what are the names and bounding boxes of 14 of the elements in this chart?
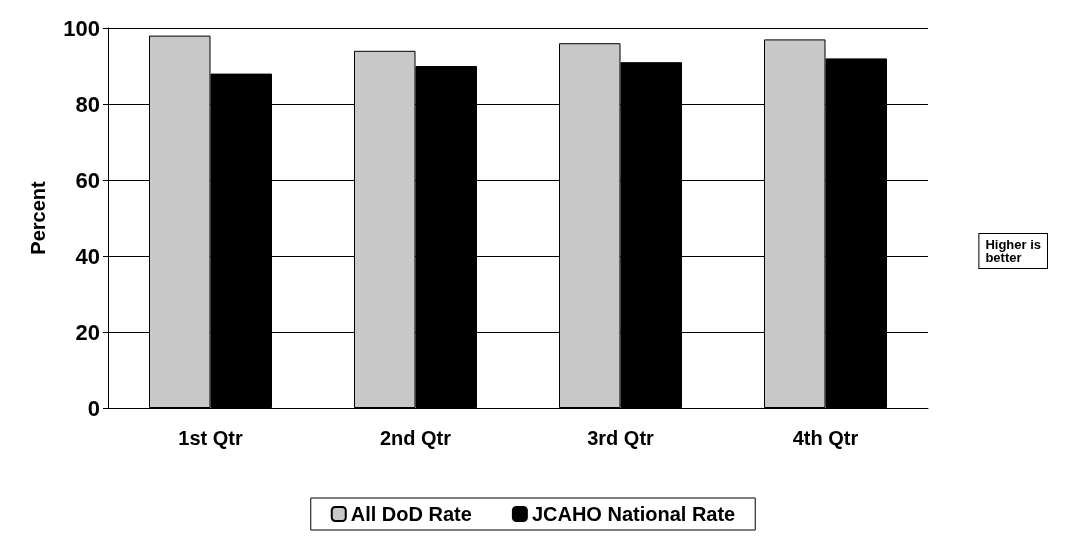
x-tick-label: 1st Qtr	[178, 427, 243, 449]
y-tick-label: 40	[75, 243, 100, 269]
x-tick-label: 2nd Qtr	[379, 427, 452, 449]
legend-label: All DoD Rate	[350, 503, 472, 525]
x-tick-label: 3rd Qtr	[587, 427, 655, 449]
y-tick-label: 60	[75, 167, 100, 193]
y-tick-label: 0	[87, 395, 100, 421]
y-tick-label: 20	[75, 319, 100, 345]
y-tick-label: 100	[63, 15, 100, 41]
text: Higher is better	[985, 237, 1041, 265]
y-axis-title: Percent	[27, 180, 49, 255]
y-tick-label: 80	[75, 91, 100, 117]
x-tick-label: 4th Qtr	[792, 427, 859, 449]
legend-label: JCAHO National Rate	[531, 503, 736, 525]
